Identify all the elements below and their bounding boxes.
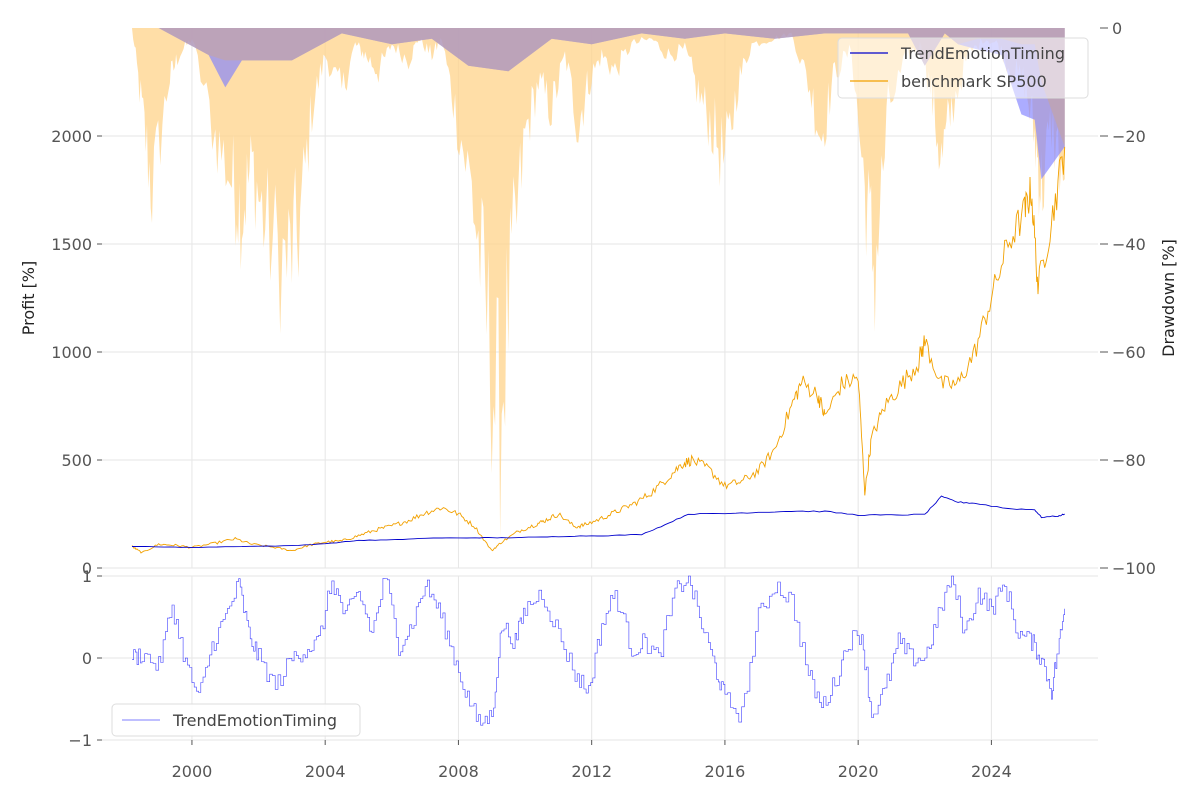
x-tick-label: 2004: [305, 762, 346, 781]
y2-tick-label: −20: [1112, 127, 1146, 146]
y-tick-label: 2000: [51, 127, 92, 146]
y2-tick-label: −60: [1112, 343, 1146, 362]
x-tick-label: 2000: [172, 762, 213, 781]
legend-label-benchmark: benchmark SP500: [901, 72, 1047, 91]
y2-tick-label: 0: [1112, 19, 1122, 38]
timing-signal-line: [132, 575, 1065, 726]
x-tick-label: 2008: [438, 762, 479, 781]
y2-tick-label: −100: [1112, 559, 1156, 578]
bottom-y-tick-label: −1: [68, 731, 92, 750]
strategy-line: [132, 495, 1065, 549]
y-tick-label: 0: [82, 559, 92, 578]
x-tick-label: 2020: [838, 762, 879, 781]
x-tick-label: 2016: [705, 762, 746, 781]
x-tick-label: 2024: [971, 762, 1012, 781]
bottom-legend-box: [111, 703, 361, 737]
bottom-y-tick-label: 1: [82, 567, 92, 586]
bottom-legend-label: TrendEmotionTiming: [172, 711, 337, 730]
top-legend-box: [837, 37, 1089, 99]
y-tick-label: 1000: [51, 343, 92, 362]
y2-tick-label: −40: [1112, 235, 1146, 254]
bottom-y-tick-label: 0: [82, 649, 92, 668]
y-tick-label: 500: [61, 451, 92, 470]
legend-label-strategy: TrendEmotionTiming: [900, 44, 1065, 63]
x-tick-label: 2012: [571, 762, 612, 781]
y2-axis-label: Drawdown [%]: [1159, 239, 1178, 357]
drawdown-area-0: [131, 28, 1065, 539]
y2-tick-label: −80: [1112, 451, 1146, 470]
y-axis-label: Profit [%]: [19, 261, 38, 336]
y-tick-label: 1500: [51, 235, 92, 254]
benchmark-sp500-line: [131, 146, 1066, 554]
